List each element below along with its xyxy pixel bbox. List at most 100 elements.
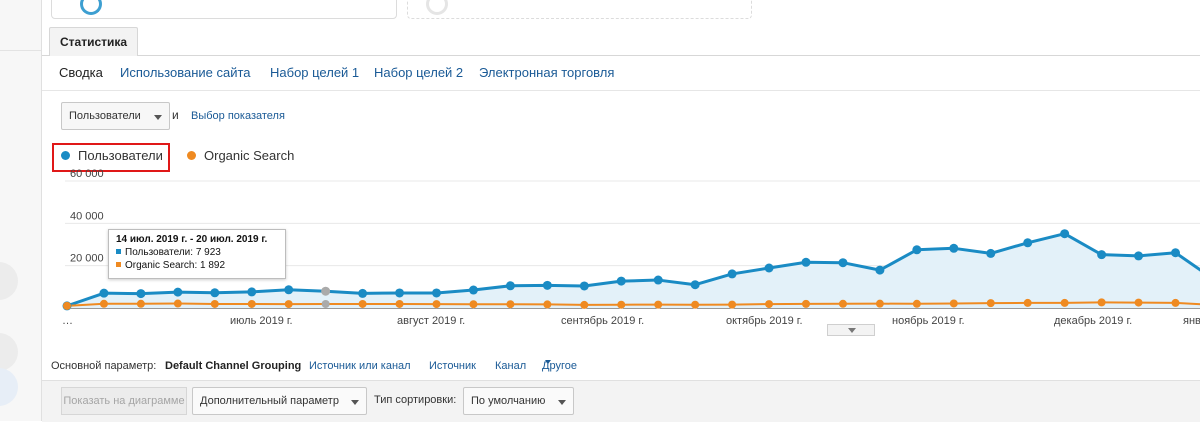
users-point — [579, 281, 589, 291]
select-metric-link[interactable]: Выбор показателя — [191, 110, 285, 122]
series-swatch-icon — [116, 262, 121, 267]
chart-points — [62, 229, 1180, 311]
users-point — [764, 263, 774, 273]
organic-point — [580, 300, 589, 309]
y-tick-label: 20 000 — [70, 253, 104, 265]
users-point — [284, 285, 294, 295]
users-point — [321, 286, 331, 296]
subtab-goal-set-1[interactable]: Набор целей 1 — [270, 65, 360, 80]
sort-type-select[interactable]: По умолчанию — [463, 387, 574, 415]
organic-point — [1023, 298, 1032, 307]
chart-collapse-handle[interactable] — [827, 324, 875, 336]
organic-point — [1171, 298, 1180, 307]
users-point — [1171, 248, 1180, 258]
legend-dot-icon — [61, 151, 70, 160]
users-point — [432, 288, 441, 298]
users-point — [801, 257, 811, 267]
organic-point — [802, 299, 810, 308]
legend-dot-icon — [187, 151, 196, 160]
progress-ring-icon — [80, 0, 102, 15]
tooltip-title: 14 июл. 2019 г. - 20 июл. 2019 г. — [116, 234, 268, 245]
secondary-dimension-label: Дополнительный параметр — [200, 395, 339, 407]
dimension-source-medium[interactable]: Источник или канал — [309, 360, 411, 372]
users-point — [875, 265, 885, 275]
x-tick-label: сентябрь 2019 г. — [561, 315, 644, 327]
tooltip-row-label: Organic Search: 1 892 — [125, 260, 226, 271]
users-point — [173, 287, 183, 297]
y-tick-label: 60 000 — [70, 168, 104, 180]
users-point — [653, 275, 663, 285]
plot-rows-button[interactable]: Показать на диаграмме — [61, 387, 187, 415]
users-point — [99, 288, 109, 298]
users-point — [949, 243, 959, 253]
users-point — [1023, 238, 1033, 248]
dimension-medium[interactable]: Канал — [495, 360, 527, 372]
users-series-line — [66, 232, 1200, 308]
gutter-avatar — [0, 262, 18, 300]
users-point — [210, 288, 220, 298]
users-point — [395, 288, 405, 298]
legend-item-organic[interactable]: Organic Search — [187, 148, 294, 163]
progress-ring-icon — [426, 0, 448, 15]
y-axis-labels: 60 000 40 000 20 000 — [70, 168, 104, 265]
metric-select[interactable]: Пользователи — [61, 102, 170, 130]
users-point — [912, 245, 922, 255]
chevron-down-icon — [848, 328, 856, 333]
users-point — [247, 287, 257, 297]
sort-type-value: По умолчанию — [471, 395, 546, 407]
organic-point — [765, 300, 774, 309]
sort-type-label: Тип сортировки: — [374, 394, 457, 406]
organic-point — [247, 299, 256, 308]
organic-point — [949, 299, 958, 308]
content-border — [41, 0, 42, 421]
organic-point — [99, 299, 108, 308]
legend-item-users[interactable]: Пользователи — [61, 148, 163, 163]
dimension-default-channel-grouping[interactable]: Default Channel Grouping — [165, 360, 302, 372]
subtab-summary[interactable]: Сводка — [59, 65, 103, 80]
users-point — [690, 280, 700, 290]
tab-statistics[interactable]: Статистика — [49, 27, 139, 56]
chart-tooltip: 14 июл. 2019 г. - 20 июл. 2019 г. Пользо… — [108, 229, 286, 279]
x-tick-label: октябрь 2019 г. — [726, 315, 803, 327]
chevron-down-icon — [154, 115, 162, 120]
legend-label: Пользователи — [78, 148, 163, 163]
organic-point — [654, 300, 663, 309]
organic-point — [543, 300, 552, 309]
tab-divider — [42, 55, 1200, 56]
users-point — [358, 288, 368, 298]
chevron-down-icon — [558, 400, 566, 405]
organic-point — [210, 299, 219, 308]
users-point — [468, 285, 478, 295]
x-tick-label: … — [62, 315, 73, 327]
users-point — [616, 276, 626, 286]
secondary-dimension-select[interactable]: Дополнительный параметр — [192, 387, 367, 415]
organic-point — [136, 299, 145, 308]
chevron-down-icon — [545, 360, 551, 364]
subtab-goal-set-2[interactable]: Набор целей 2 — [374, 65, 464, 80]
organic-point — [1097, 298, 1106, 307]
organic-series-line — [66, 301, 1200, 307]
x-tick-label: декабрь 2019 г. — [1054, 315, 1132, 327]
subtab-site-usage[interactable]: Использование сайта — [120, 65, 251, 80]
tooltip-row-label: Пользователи: 7 923 — [125, 247, 221, 258]
organic-point — [617, 300, 626, 309]
organic-point — [358, 299, 367, 308]
users-point — [1060, 229, 1070, 239]
users-point — [1097, 250, 1107, 260]
tooltip-row-organic: Organic Search: 1 892 — [116, 259, 278, 272]
dimension-source[interactable]: Источник — [429, 360, 476, 372]
users-point — [727, 269, 737, 279]
primary-dimension-label: Основной параметр: — [51, 360, 157, 372]
users-point — [136, 289, 146, 299]
users-point — [986, 248, 996, 258]
organic-point — [432, 300, 441, 309]
chart-lines — [66, 232, 1200, 308]
x-tick-label: янв — [1183, 315, 1200, 327]
organic-point — [321, 299, 330, 308]
organic-point — [986, 299, 995, 308]
organic-point — [728, 300, 737, 309]
and-label: и — [172, 108, 179, 122]
subtab-ecommerce[interactable]: Электронная торговля — [479, 65, 615, 80]
organic-point — [691, 300, 700, 309]
organic-point — [173, 299, 182, 308]
